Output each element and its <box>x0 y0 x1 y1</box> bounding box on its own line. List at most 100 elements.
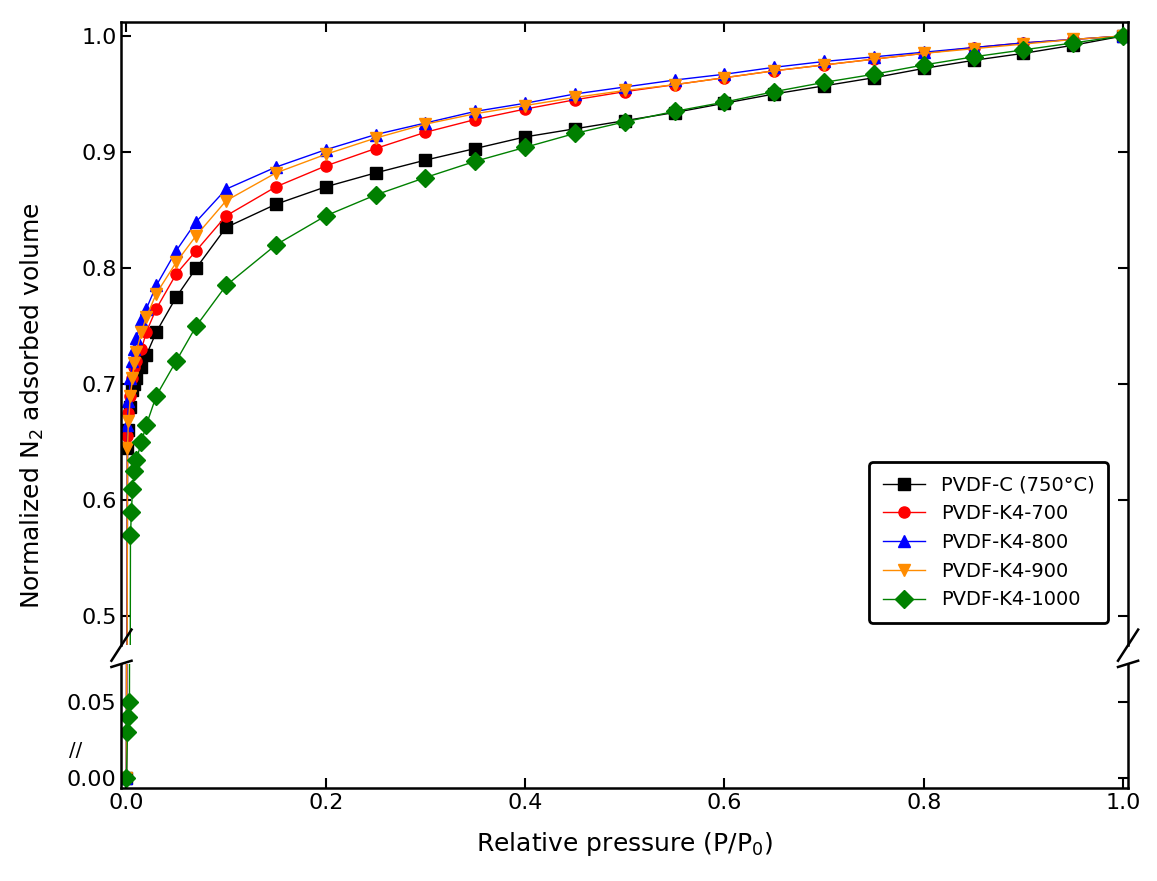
PVDF-K4-1000 <box>190 321 204 331</box>
PVDF-K4-800 <box>966 42 980 53</box>
Text: Normalized N$_2$ adsorbed volume: Normalized N$_2$ adsorbed volume <box>19 202 46 609</box>
PVDF-K4-700 <box>134 344 148 354</box>
PVDF-K4-800 <box>817 56 831 67</box>
Line: PVDF-K4-700: PVDF-K4-700 <box>121 31 1128 881</box>
PVDF-K4-1000 <box>916 60 930 70</box>
PVDF-C (750°C) <box>618 115 632 126</box>
PVDF-K4-700 <box>916 48 930 59</box>
PVDF-C (750°C) <box>120 442 134 453</box>
PVDF-K4-900 <box>190 230 204 241</box>
PVDF-K4-900 <box>767 65 781 76</box>
PVDF-K4-700 <box>668 79 681 90</box>
PVDF-K4-800 <box>1017 38 1031 48</box>
PVDF-C (750°C) <box>169 292 183 302</box>
PVDF-K4-700 <box>319 160 333 171</box>
PVDF-K4-900 <box>169 257 183 268</box>
PVDF-K4-700 <box>140 327 154 337</box>
PVDF-C (750°C) <box>121 426 135 436</box>
PVDF-K4-700 <box>125 373 139 383</box>
PVDF-K4-700 <box>1017 38 1031 48</box>
PVDF-K4-700 <box>518 104 532 115</box>
PVDF-K4-800 <box>120 419 134 430</box>
PVDF-K4-800 <box>149 280 163 291</box>
PVDF-K4-700 <box>130 356 143 366</box>
PVDF-K4-700 <box>717 72 731 83</box>
PVDF-K4-800 <box>618 82 632 93</box>
PVDF-K4-1000 <box>124 529 138 540</box>
PVDF-C (750°C) <box>717 98 731 108</box>
PVDF-K4-1000 <box>618 116 632 127</box>
PVDF-K4-800 <box>419 118 433 129</box>
PVDF-K4-800 <box>140 303 154 314</box>
PVDF-K4-700 <box>369 144 383 154</box>
PVDF-K4-900 <box>270 167 283 178</box>
PVDF-C (750°C) <box>469 144 482 154</box>
PVDF-K4-900 <box>120 442 134 453</box>
PVDF-K4-900 <box>127 358 141 368</box>
PVDF-K4-1000 <box>518 142 532 152</box>
Line: PVDF-K4-900: PVDF-K4-900 <box>120 30 1129 881</box>
PVDF-C (750°C) <box>149 327 163 337</box>
PVDF-K4-1000 <box>130 455 143 465</box>
PVDF-K4-800 <box>270 162 283 173</box>
PVDF-K4-800 <box>568 89 582 100</box>
PVDF-C (750°C) <box>1017 48 1031 59</box>
PVDF-K4-1000 <box>419 172 433 182</box>
PVDF-K4-1000 <box>270 240 283 250</box>
PVDF-K4-700 <box>767 65 781 76</box>
PVDF-K4-1000 <box>817 77 831 87</box>
PVDF-K4-900 <box>1067 34 1081 45</box>
PVDF-K4-900 <box>219 196 233 206</box>
PVDF-C (750°C) <box>125 385 139 396</box>
PVDF-K4-800 <box>469 106 482 116</box>
PVDF-C (750°C) <box>767 89 781 100</box>
PVDF-K4-700 <box>127 361 141 372</box>
PVDF-K4-700 <box>469 115 482 125</box>
PVDF-C (750°C) <box>568 123 582 134</box>
Text: //: // <box>68 741 82 760</box>
PVDF-K4-700 <box>169 269 183 279</box>
PVDF-K4-900 <box>140 312 154 322</box>
PVDF-C (750°C) <box>817 80 831 91</box>
PVDF-K4-800 <box>916 47 930 57</box>
PVDF-K4-800 <box>518 98 532 108</box>
Line: PVDF-K4-1000: PVDF-K4-1000 <box>120 30 1129 881</box>
PVDF-K4-800 <box>369 130 383 140</box>
PVDF-K4-1000 <box>1017 45 1031 56</box>
PVDF-K4-800 <box>121 396 135 407</box>
PVDF-K4-700 <box>618 86 632 97</box>
PVDF-C (750°C) <box>140 350 154 360</box>
PVDF-K4-700 <box>121 408 135 418</box>
PVDF-K4-800 <box>127 344 141 354</box>
PVDF-K4-900 <box>149 288 163 299</box>
PVDF-K4-1000 <box>140 419 154 430</box>
PVDF-K4-1000 <box>966 52 980 63</box>
PVDF-K4-800 <box>124 373 138 383</box>
PVDF-K4-900 <box>717 72 731 83</box>
PVDF-K4-800 <box>219 184 233 195</box>
PVDF-K4-900 <box>319 149 333 159</box>
PVDF-K4-700 <box>190 245 204 255</box>
PVDF-K4-800 <box>134 315 148 326</box>
PVDF-K4-1000 <box>767 86 781 97</box>
PVDF-K4-900 <box>817 60 831 70</box>
PVDF-K4-1000 <box>169 356 183 366</box>
PVDF-K4-900 <box>1117 31 1130 41</box>
PVDF-K4-1000 <box>319 211 333 221</box>
PVDF-K4-1000 <box>1067 38 1081 48</box>
PVDF-K4-1000 <box>125 483 139 493</box>
Legend: PVDF-C (750°C), PVDF-K4-700, PVDF-K4-800, PVDF-K4-900, PVDF-K4-1000: PVDF-C (750°C), PVDF-K4-700, PVDF-K4-800… <box>869 462 1108 623</box>
PVDF-K4-800 <box>190 217 204 227</box>
PVDF-K4-900 <box>134 327 148 337</box>
PVDF-C (750°C) <box>130 373 143 383</box>
PVDF-K4-800 <box>130 332 143 343</box>
PVDF-C (750°C) <box>124 402 138 412</box>
PVDF-C (750°C) <box>219 222 233 233</box>
PVDF-K4-900 <box>618 85 632 96</box>
PVDF-C (750°C) <box>668 107 681 118</box>
PVDF-K4-1000 <box>369 189 383 200</box>
PVDF-K4-800 <box>1117 31 1130 41</box>
Line: PVDF-K4-800: PVDF-K4-800 <box>120 30 1129 881</box>
PVDF-K4-900 <box>369 133 383 144</box>
PVDF-K4-1000 <box>867 69 880 79</box>
